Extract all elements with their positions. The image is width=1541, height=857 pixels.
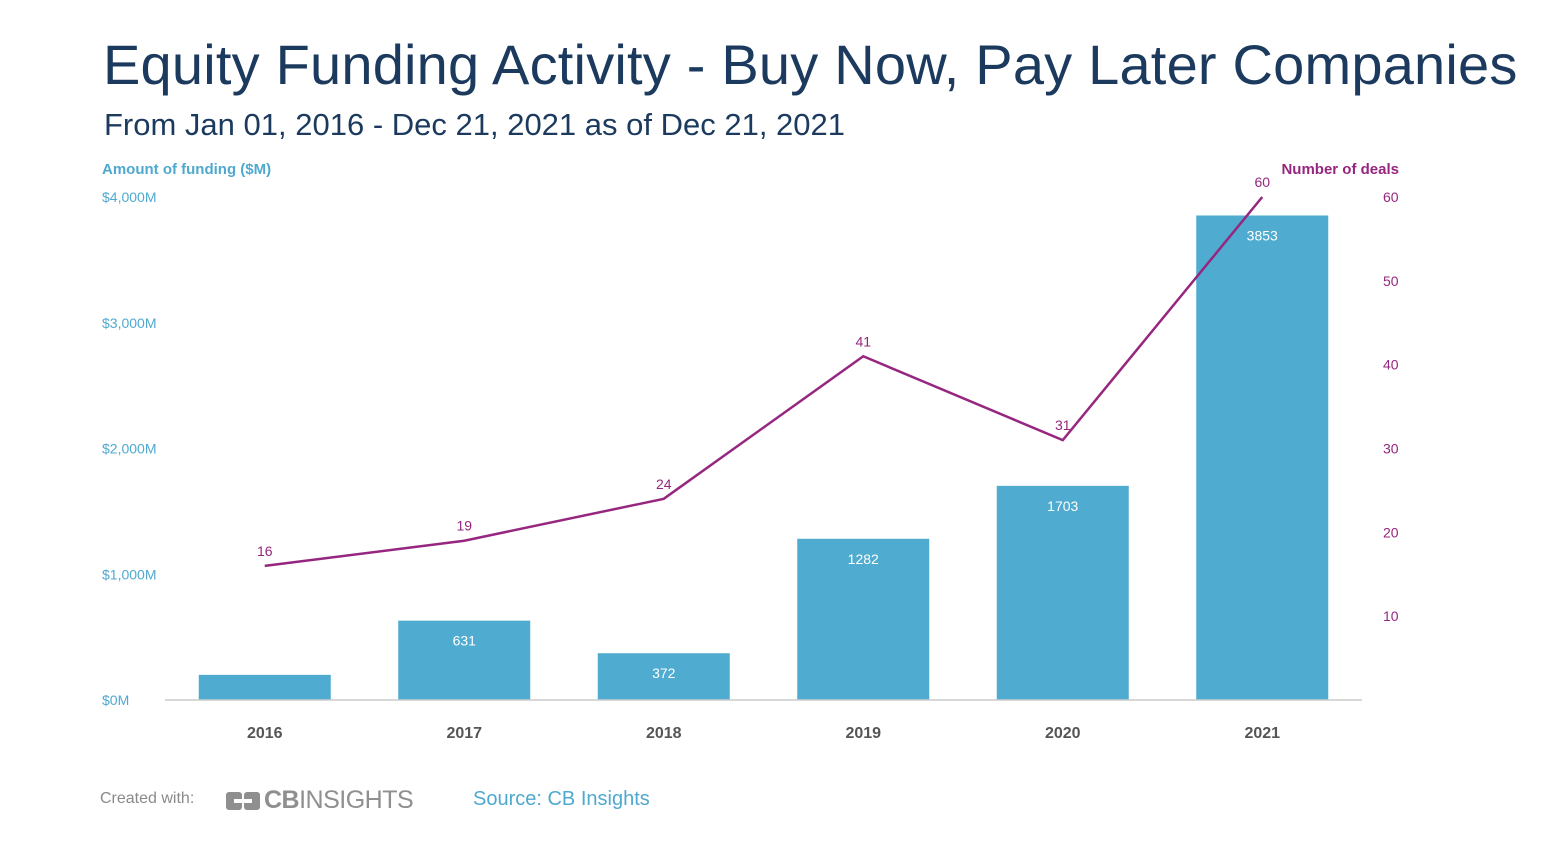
right-axis-tick-label: 50: [1383, 273, 1399, 289]
left-axis-tick-label: $3,000M: [102, 315, 156, 331]
chart-subtitle: From Jan 01, 2016 - Dec 21, 2021 as of D…: [104, 107, 846, 142]
x-axis-tick-label: 2020: [1045, 725, 1081, 742]
deals-data-label: 16: [257, 543, 273, 559]
left-axis-tick-label: $1,000M: [102, 566, 156, 582]
right-axis-tick-label: 10: [1383, 608, 1399, 624]
bar-2016: [198, 674, 331, 700]
chart-title: Equity Funding Activity - Buy Now, Pay L…: [103, 33, 1518, 96]
deals-data-label: 24: [656, 476, 672, 492]
bar-2018: [597, 653, 730, 700]
x-axis-tick-label: 2016: [247, 725, 283, 742]
source-link[interactable]: Source: CB Insights: [473, 788, 650, 810]
left-axis-tick-label: $2,000M: [102, 441, 156, 457]
bar-2021: [1196, 215, 1329, 701]
left-axis-tick-label: $0M: [102, 692, 129, 708]
right-axis-tick-label: 20: [1383, 524, 1399, 540]
bar-value-label: 3853: [1247, 227, 1278, 243]
x-axis-tick-label: 2018: [646, 725, 682, 742]
bar-value-label: 1282: [848, 551, 879, 567]
logo-text-light: INSIGHTS: [299, 786, 414, 814]
left-axis-tick-label: $4,000M: [102, 189, 156, 205]
cb-insights-logo: CBINSIGHTS: [226, 786, 414, 815]
bar-value-label: 1703: [1047, 498, 1078, 514]
right-axis-title: Number of deals: [1281, 161, 1399, 178]
bar-2020: [996, 485, 1129, 700]
left-axis-title: Amount of funding ($M): [102, 161, 271, 178]
deals-data-label: 19: [456, 518, 472, 534]
created-with-label: Created with:: [100, 790, 195, 807]
deals-line: [264, 196, 1264, 568]
right-axis-tick-label: 30: [1383, 441, 1399, 457]
bar-2019: [797, 538, 930, 700]
bar-value-label: 631: [453, 633, 477, 649]
x-axis-tick-label: 2019: [845, 725, 881, 742]
bar-value-label: 372: [652, 665, 676, 681]
deals-data-label: 60: [1254, 174, 1270, 190]
logo-text-bold: CB: [264, 786, 300, 814]
x-axis-tick-label: 2021: [1244, 725, 1280, 742]
cb-insights-logo-icon: [226, 791, 260, 810]
right-axis-tick-label: 60: [1383, 189, 1399, 205]
deals-data-label: 31: [1055, 417, 1071, 433]
x-axis-tick-label: 2017: [446, 725, 482, 742]
right-axis-tick-label: 40: [1383, 357, 1399, 373]
bar-2017: [398, 620, 531, 700]
deals-data-label: 41: [855, 333, 871, 349]
